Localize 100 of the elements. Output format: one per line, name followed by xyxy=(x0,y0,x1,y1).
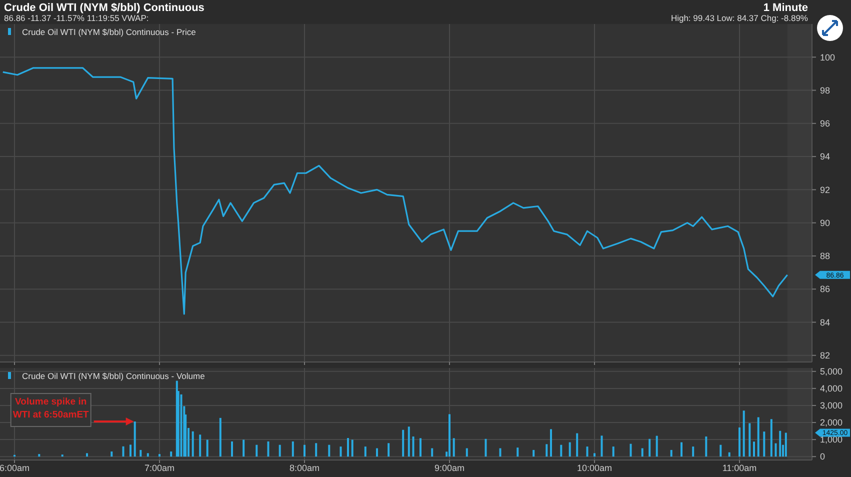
y-tick-label: 1,000 xyxy=(820,434,843,445)
bar xyxy=(402,430,404,457)
bar xyxy=(516,448,519,457)
bar xyxy=(140,450,142,457)
y-tick-label: 5,000 xyxy=(820,366,843,377)
bar xyxy=(728,452,730,457)
y-tick-label: 90 xyxy=(820,218,830,228)
bar xyxy=(304,444,306,457)
bar xyxy=(122,446,124,457)
bar xyxy=(412,436,414,457)
bar xyxy=(586,446,588,457)
bar xyxy=(278,444,281,457)
bar xyxy=(134,421,136,457)
chart-title: Crude Oil WTI (NYM $/bbl) Continuous xyxy=(4,2,204,14)
bar xyxy=(576,433,578,457)
bar xyxy=(742,410,745,457)
bar xyxy=(130,444,132,457)
line-series xyxy=(2,67,788,315)
bar xyxy=(431,448,434,457)
bar xyxy=(550,429,552,457)
x-tick-label: 9:00am xyxy=(434,463,465,473)
bar xyxy=(452,438,455,457)
bar xyxy=(315,443,318,457)
bar xyxy=(364,446,366,457)
bar xyxy=(499,448,502,457)
x-tick-label: 11:00am xyxy=(722,463,757,473)
text: High: 99.43 Low: 84.37 Chg: -8.89% xyxy=(670,13,808,23)
y-tick-label: 82 xyxy=(820,350,830,361)
text: 1 Minute xyxy=(763,2,808,14)
bar xyxy=(670,450,672,457)
bar xyxy=(600,436,603,457)
bar xyxy=(351,440,354,457)
bar xyxy=(219,418,222,457)
bar xyxy=(753,442,755,457)
bar xyxy=(347,438,349,457)
bar xyxy=(180,394,182,457)
bar xyxy=(158,454,160,457)
bar xyxy=(784,432,787,457)
bar xyxy=(568,442,571,457)
bar xyxy=(328,444,330,457)
y-tick-label: 0 xyxy=(820,452,826,462)
y-tick-label: 3,000 xyxy=(820,400,843,411)
bar xyxy=(340,446,342,457)
bar xyxy=(388,443,390,457)
bar xyxy=(146,453,149,457)
bar xyxy=(680,442,682,457)
bar xyxy=(748,423,751,457)
y-tick-label: 84 xyxy=(820,317,830,328)
bar xyxy=(641,448,644,457)
bar xyxy=(612,446,614,457)
bar xyxy=(376,448,378,457)
legend-label: Crude Oil WTI (NYM $/bbl) Continuous - Volume xyxy=(22,370,206,381)
y-tick-label: 100 xyxy=(820,52,836,62)
bar xyxy=(408,426,410,457)
bar xyxy=(532,450,535,457)
annotation: Volume spike in WTI at 6:50amET xyxy=(12,396,90,420)
bar xyxy=(170,451,172,457)
bar xyxy=(630,444,632,457)
bar xyxy=(738,427,740,457)
bar xyxy=(192,431,194,457)
bar xyxy=(763,432,766,457)
chart-subtitle: 86.86 -11.37 -11.57% 11:19:55 VWAP: xyxy=(4,13,149,23)
y-tick-label: 2,000 xyxy=(820,418,843,428)
legend-label: Crude Oil WTI (NYM $/bbl) Continuous - Price xyxy=(22,26,196,37)
bar xyxy=(779,430,782,457)
bar xyxy=(110,451,113,457)
bar xyxy=(692,446,694,457)
y-tick-label: 4,000 xyxy=(820,384,843,394)
bar xyxy=(560,444,562,457)
bar xyxy=(757,417,760,457)
bar xyxy=(206,440,208,457)
bar xyxy=(448,414,450,457)
bar xyxy=(656,436,658,457)
y-tick-label: 92 xyxy=(820,184,830,195)
bar xyxy=(292,441,294,457)
bar xyxy=(770,419,772,457)
y-tick-label: 96 xyxy=(820,118,830,129)
bar xyxy=(420,438,422,457)
y-tick-label: 98 xyxy=(820,85,830,96)
bar xyxy=(774,443,777,457)
bar xyxy=(86,453,88,457)
y-tick-label: 86 xyxy=(820,284,830,294)
bar xyxy=(38,454,40,457)
x-tick-label: 8:00am xyxy=(289,463,320,473)
y-tick-label: 94 xyxy=(820,152,830,162)
x-tick-label: 7:00am xyxy=(144,463,175,473)
bar xyxy=(466,448,468,457)
bar xyxy=(705,436,708,457)
bar xyxy=(484,438,487,457)
bar xyxy=(648,438,651,457)
bar xyxy=(199,434,202,457)
bar xyxy=(546,444,548,457)
x-tick-label: 10:00am xyxy=(576,463,612,473)
bar xyxy=(242,440,245,457)
bar xyxy=(594,453,596,457)
x-tick-label: 6:00am xyxy=(0,463,30,473)
bar xyxy=(267,441,270,457)
y-tick-label: 88 xyxy=(820,251,830,262)
bar xyxy=(231,441,233,457)
bar xyxy=(720,444,722,457)
